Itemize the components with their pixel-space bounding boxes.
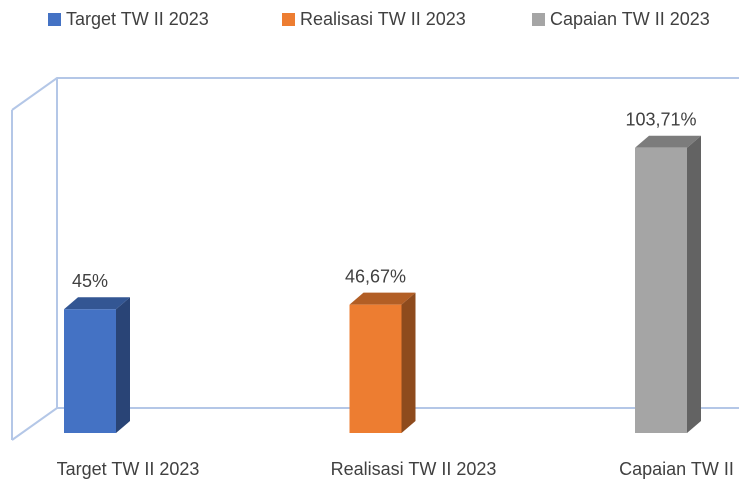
x-tick-label: Target TW II 2023 [57, 459, 200, 479]
bar [349, 304, 402, 433]
bar [64, 309, 116, 433]
legend-label: Realisasi TW II 2023 [300, 9, 466, 29]
bar-side [401, 292, 416, 433]
legend-swatch [282, 13, 295, 26]
data-label: 103,71% [625, 110, 696, 130]
bar-top [64, 297, 130, 310]
legend-swatch [48, 13, 61, 26]
legend-label: Target TW II 2023 [66, 9, 209, 29]
bar-side [116, 297, 130, 433]
floor-line [11, 407, 739, 441]
x-tick-label: Realisasi TW II 2023 [331, 459, 497, 479]
bar-side [687, 135, 701, 434]
bar-top [635, 135, 701, 148]
bar [635, 147, 687, 434]
data-label: 46,67% [345, 266, 406, 286]
back-wall-top [11, 77, 739, 111]
bar-top [349, 292, 416, 305]
data-label: 45% [72, 271, 108, 291]
legend-label: Capaian TW II 2023 [550, 9, 710, 29]
legend-swatch [532, 13, 545, 26]
x-tick-label: Capaian TW II 2023 [619, 459, 739, 479]
